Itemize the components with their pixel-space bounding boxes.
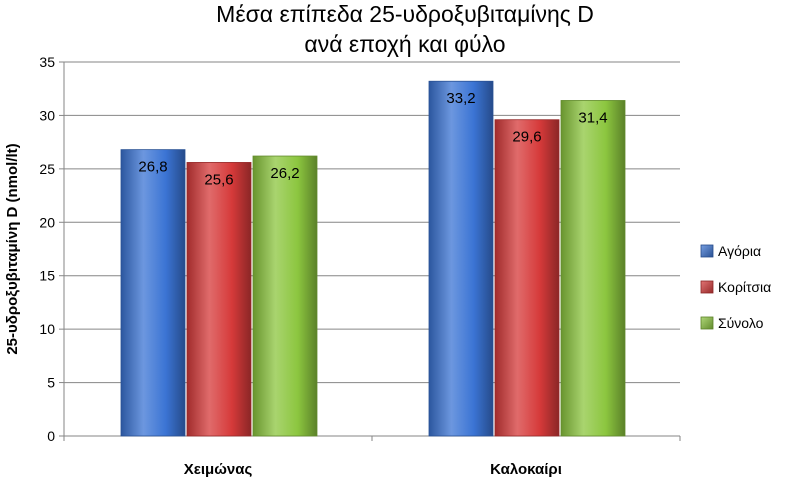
y-tick-label: 20 — [39, 214, 55, 230]
legend-entry: Σύνολο — [718, 315, 764, 331]
bars — [120, 80, 626, 437]
legend-entry: Κορίτσια — [718, 279, 771, 295]
bar-Σύνολο-Καλοκαίρι — [560, 100, 626, 437]
bar-Αγόρια-Καλοκαίρι — [428, 80, 494, 437]
bar-Κορίτσια-Χειμώνας — [186, 162, 252, 437]
legend: Αγόρια Κορίτσια Σύνολο — [700, 243, 771, 331]
data-label: 25,6 — [204, 171, 233, 188]
bar-Αγόρια-Χειμώνας — [120, 149, 186, 437]
y-tick-label: 30 — [39, 107, 55, 123]
axes: 0 5 10 15 20 25 30 35 Χειμώνας Καλοκαίρι — [39, 54, 681, 478]
bar-Σύνολο-Χειμώνας — [252, 155, 318, 437]
data-label: 26,8 — [138, 159, 167, 176]
y-tick-label: 25 — [39, 161, 55, 177]
bar-Κορίτσια-Καλοκαίρι — [494, 119, 560, 437]
data-labels: 26,8 25,6 26,2 33,2 29,6 31,4 — [138, 90, 607, 188]
chart-title-line-2: ανά εποχή και φύλο — [304, 31, 505, 57]
y-tick-label: 10 — [39, 321, 55, 337]
data-label: 29,6 — [512, 129, 541, 146]
y-axis-label: 25-υδροξυβιταμίνη D (nmol/lt) — [4, 143, 21, 354]
data-label: 26,2 — [270, 165, 299, 182]
legend-swatch — [700, 244, 714, 258]
data-label: 33,2 — [446, 90, 475, 107]
x-category-label: Χειμώνας — [184, 461, 253, 478]
legend-entry: Αγόρια — [718, 243, 761, 259]
data-label: 31,4 — [578, 109, 607, 126]
legend-swatch — [700, 280, 714, 294]
y-tick-label: 35 — [39, 54, 55, 70]
x-category-label: Καλοκαίρι — [490, 461, 562, 478]
y-tick-label: 15 — [39, 268, 55, 284]
legend-swatch — [700, 316, 714, 330]
chart-title-line-1: Μέσα επίπεδα 25-υδροξυβιταμίνης D — [216, 1, 594, 27]
y-tick-label: 0 — [47, 428, 55, 444]
y-tick-label: 5 — [47, 375, 55, 391]
